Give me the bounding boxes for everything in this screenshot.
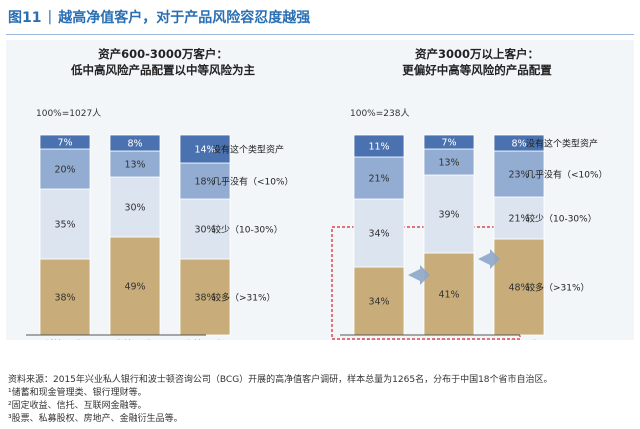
base-note: 100%=238人 <box>350 108 409 119</box>
legend-entry: 几乎没有（<10%） <box>526 169 608 181</box>
bar-segment <box>353 198 405 268</box>
data-label: 20% <box>54 165 75 176</box>
bar-segment <box>179 198 231 260</box>
data-label: 35% <box>54 220 75 231</box>
data-label: 23% <box>508 170 529 181</box>
footnote-1: ¹储蓄和现金管理类、银行理财等。 <box>8 388 147 398</box>
bar-segment <box>109 134 161 152</box>
bar-segment <box>109 176 161 238</box>
bar-segment <box>39 188 91 260</box>
bar-segment <box>423 134 475 150</box>
title-divider <box>6 34 634 35</box>
source-notes: 资料来源：2015年兴业私人银行和波士顿咨询公司（BCG）开展的高净值客户调研，… <box>8 374 638 426</box>
bar-segment <box>353 266 405 336</box>
chart-title: 资产600-3000万客户： <box>98 47 228 61</box>
legend-entry: 较少（10-30%） <box>526 213 597 225</box>
figure-header: 图11 | 越高净值客户，对于产品风险容忍度越强 <box>0 0 640 34</box>
data-label: 18% <box>194 177 215 188</box>
data-label: 38% <box>54 293 75 304</box>
category-label: 高等风险³ <box>184 339 226 340</box>
legend-entry: 较多（>31%） <box>526 282 590 294</box>
bar-segment <box>39 134 91 150</box>
bar-segment <box>179 134 231 164</box>
chart-panel-left: 资产600-3000万客户： 低中高风险产品配置以中等风险为主 100%=1027人… <box>6 40 320 340</box>
bar-segment <box>493 196 545 240</box>
legend-entry: 几乎没有（<10%） <box>212 176 294 188</box>
legend-entry: 没有这个类型资产 <box>526 138 598 150</box>
category-label: 高等风险 <box>500 339 539 340</box>
trend-arrow-icon <box>478 249 500 269</box>
data-label: 21% <box>368 174 389 185</box>
title-separator: | <box>47 9 53 25</box>
data-label: 8% <box>127 139 142 150</box>
source-note: 资料来源：2015年兴业私人银行和波士顿咨询公司（BCG）开展的高净值客户调研，… <box>8 375 553 385</box>
data-label: 41% <box>438 290 459 301</box>
figure-title: 越高净值客户，对于产品风险容忍度越强 <box>58 10 311 26</box>
chart-panel-right: 资产3000万以上客户： 更偏好中高等风险的产品配置 100%=238人 34% 34%… <box>320 40 634 340</box>
bar-segment <box>493 150 545 198</box>
data-label: 21% <box>508 214 529 225</box>
bar-segment <box>493 134 545 152</box>
data-label: 14% <box>194 145 215 156</box>
chart-subtitle: 低中高风险产品配置以中等风险为主 <box>70 63 255 77</box>
legend-entry: 没有这个类型资产 <box>212 144 284 156</box>
category-label: 中等风险 <box>430 339 469 340</box>
data-label: 13% <box>438 158 459 169</box>
bar-segment <box>353 134 405 158</box>
chart-subtitle: 更偏好中高等风险的产品配置 <box>402 63 552 77</box>
trend-arrow-icon <box>408 265 430 285</box>
data-label: 7% <box>441 138 456 149</box>
stacked-bar-chart-left: 资产600-3000万客户： 低中高风险产品配置以中等风险为主 100%=1027人… <box>26 47 294 340</box>
data-label: 34% <box>368 297 389 308</box>
footnote-3: ³股票、私募股权、房地产、金融衍生品等。 <box>8 414 183 424</box>
bar-segment <box>109 150 161 178</box>
data-label: 30% <box>124 203 145 214</box>
data-label: 7% <box>57 138 72 149</box>
footnote-2: ²固定收益、信托、互联网金融等。 <box>8 401 147 411</box>
legend-entry: 较多（>31%） <box>212 292 276 304</box>
data-label: 34% <box>368 229 389 240</box>
legend-entry: 较少（10-30%） <box>212 224 283 236</box>
bar-segment <box>423 148 475 176</box>
chart-title: 资产3000万以上客户： <box>415 47 539 61</box>
bar-segment <box>423 252 475 336</box>
data-label: 13% <box>124 160 145 171</box>
bar-segment <box>39 258 91 336</box>
data-label: 49% <box>124 282 145 293</box>
category-label: 低等风险¹ <box>44 339 86 340</box>
data-label: 30% <box>194 225 215 236</box>
data-label: 11% <box>368 142 389 153</box>
bar-segment <box>179 258 231 336</box>
bar-segment <box>423 174 475 254</box>
base-note: 100%=1027人 <box>36 108 101 119</box>
data-label: 38% <box>194 293 215 304</box>
category-label: 低等风险 <box>360 339 399 340</box>
data-label: 39% <box>438 210 459 221</box>
stacked-bar-chart-right: 资产3000万以上客户： 更偏好中高等风险的产品配置 100%=238人 34% 34%… <box>331 47 608 340</box>
figure-number: 图11 <box>8 10 42 26</box>
data-label: 48% <box>508 283 529 294</box>
category-label: 中等风险² <box>114 339 156 340</box>
data-label: 8% <box>511 139 526 150</box>
